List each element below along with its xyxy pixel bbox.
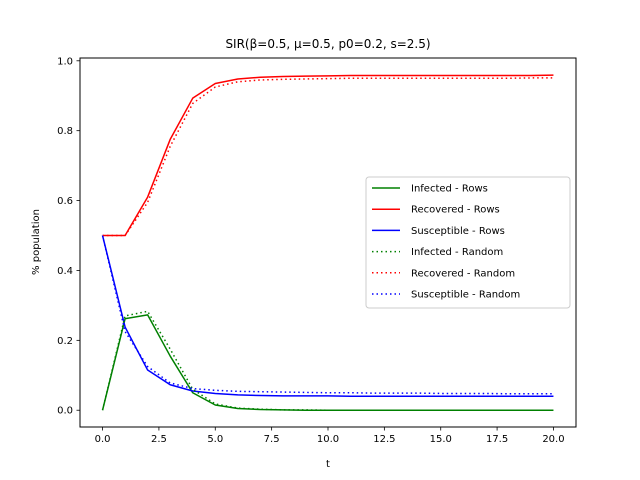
series-line-1 [102, 74, 554, 237]
legend: Infected - Rows Recovered - Rows Susceptib… [365, 176, 571, 309]
legend-label-4: Recovered - Random [411, 268, 515, 279]
x-axis: 0.0 2.5 5.0 7.5 10.0 12.5 15.0 17.5 20.0 [95, 427, 565, 445]
y-axis: 0.0 0.2 0.4 0.6 0.8 1.0 [57, 56, 80, 417]
chart-title: SIR(β=0.5, μ=0.5, p0=0.2, s=2.5) [225, 37, 430, 51]
x-tick-label: 12.5 [373, 434, 395, 445]
y-tick-label: 0.0 [57, 406, 73, 417]
x-tick-label: 7.5 [264, 434, 280, 445]
y-tick-label: 1.0 [57, 56, 73, 67]
y-tick-label: 0.6 [57, 196, 73, 207]
legend-items: Infected - Rows Recovered - Rows Susceptib… [372, 184, 520, 301]
series-line-2 [101, 235, 554, 397]
y-tick-label: 0.8 [57, 126, 73, 137]
series-line-3 [101, 310, 554, 411]
x-axis-label: t [326, 459, 330, 470]
x-tick-label: 10.0 [317, 434, 339, 445]
legend-label-3: Infected - Random [411, 247, 503, 258]
legend-label-0: Infected - Rows [411, 184, 488, 195]
series-layer [101, 74, 554, 411]
x-tick-label: 17.5 [486, 434, 508, 445]
y-tick-label: 0.4 [57, 266, 73, 277]
x-tick-label: 15.0 [430, 434, 452, 445]
x-tick-label: 2.5 [151, 434, 167, 445]
x-tick-label: 0.0 [95, 434, 111, 445]
x-tick-label: 5.0 [207, 434, 223, 445]
legend-label-2: Susceptible - Rows [411, 226, 505, 237]
x-tick-label: 20.0 [542, 434, 564, 445]
legend-label-5: Susceptible - Random [411, 290, 520, 301]
series-line-5 [101, 235, 554, 395]
y-axis-label: % population [31, 209, 42, 275]
legend-box [365, 176, 571, 309]
y-tick-label: 0.2 [57, 336, 73, 347]
legend-label-1: Recovered - Rows [411, 205, 500, 216]
